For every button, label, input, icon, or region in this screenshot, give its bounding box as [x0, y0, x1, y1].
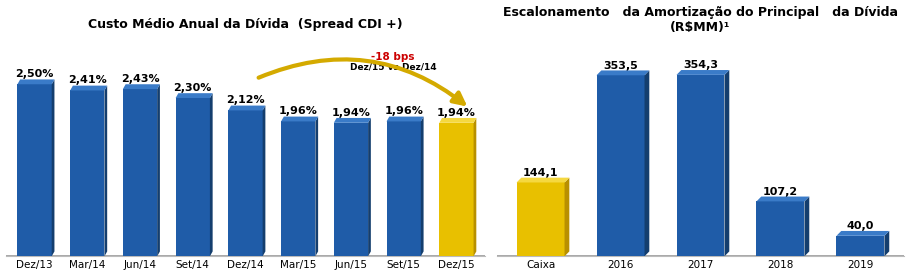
- Bar: [597, 75, 644, 256]
- Polygon shape: [316, 116, 318, 256]
- Text: -18 bps: -18 bps: [371, 52, 415, 62]
- Polygon shape: [676, 70, 729, 75]
- Title: Escalonamento   da Amortização do Principal   da Dívida
(R$MM)¹: Escalonamento da Amortização do Principa…: [503, 6, 898, 34]
- Polygon shape: [105, 86, 107, 256]
- Polygon shape: [756, 197, 809, 201]
- Bar: [123, 89, 157, 256]
- Bar: [176, 98, 210, 256]
- Text: 2,43%: 2,43%: [121, 74, 159, 84]
- Bar: [70, 91, 105, 256]
- Text: 1,96%: 1,96%: [384, 106, 423, 116]
- Text: 1,94%: 1,94%: [331, 108, 370, 118]
- Polygon shape: [885, 231, 889, 256]
- Text: 40,0: 40,0: [847, 221, 875, 231]
- Polygon shape: [52, 79, 55, 256]
- Text: 2,30%: 2,30%: [174, 83, 212, 93]
- Polygon shape: [724, 70, 729, 256]
- Title: Custo Médio Anual da Dívida  (Spread CDI +): Custo Médio Anual da Dívida (Spread CDI …: [88, 18, 403, 31]
- Polygon shape: [564, 178, 570, 256]
- Text: 2,12%: 2,12%: [227, 95, 265, 105]
- Text: 107,2: 107,2: [763, 187, 798, 197]
- Bar: [836, 236, 885, 256]
- Polygon shape: [263, 106, 266, 256]
- Polygon shape: [210, 93, 213, 256]
- Polygon shape: [440, 118, 476, 123]
- Polygon shape: [836, 231, 889, 236]
- Text: 2,41%: 2,41%: [68, 75, 106, 85]
- Polygon shape: [420, 116, 423, 256]
- Text: 2,50%: 2,50%: [15, 69, 54, 79]
- Bar: [334, 123, 369, 256]
- Polygon shape: [517, 178, 570, 182]
- Text: 354,3: 354,3: [683, 60, 718, 70]
- Polygon shape: [176, 93, 213, 98]
- Bar: [756, 201, 804, 256]
- Polygon shape: [157, 84, 160, 256]
- Polygon shape: [123, 84, 160, 89]
- Text: 144,1: 144,1: [522, 168, 559, 178]
- Text: 1,94%: 1,94%: [437, 108, 476, 118]
- Polygon shape: [70, 86, 107, 91]
- Bar: [228, 110, 263, 256]
- Polygon shape: [228, 106, 266, 110]
- Bar: [440, 123, 473, 256]
- Polygon shape: [597, 70, 650, 75]
- Bar: [387, 121, 420, 256]
- Bar: [517, 182, 564, 256]
- Polygon shape: [281, 116, 318, 121]
- Bar: [281, 121, 316, 256]
- Bar: [676, 75, 724, 256]
- Text: 1,96%: 1,96%: [278, 106, 318, 116]
- Polygon shape: [644, 70, 650, 256]
- Polygon shape: [804, 197, 809, 256]
- Text: Dez/15 vs Dez/14: Dez/15 vs Dez/14: [349, 62, 437, 71]
- Polygon shape: [369, 118, 371, 256]
- Polygon shape: [387, 116, 423, 121]
- Bar: [17, 84, 52, 256]
- Polygon shape: [17, 79, 55, 84]
- Polygon shape: [473, 118, 476, 256]
- Polygon shape: [334, 118, 371, 123]
- Text: 353,5: 353,5: [603, 61, 638, 71]
